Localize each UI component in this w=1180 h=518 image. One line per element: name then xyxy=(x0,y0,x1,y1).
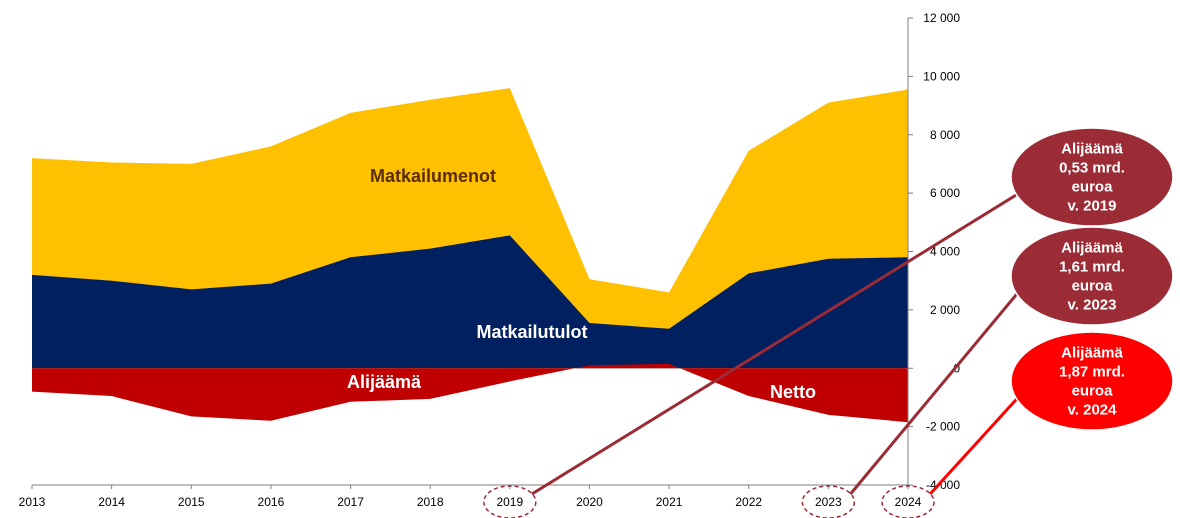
callout-text: v. 2024 xyxy=(1068,402,1118,419)
area-matkailutulot xyxy=(32,235,908,369)
x-tick-label: 2023 xyxy=(815,495,842,509)
callout-text: Alijäämä xyxy=(1061,141,1123,158)
x-tick-label: 2014 xyxy=(98,495,125,509)
callout-text: euroa xyxy=(1072,179,1114,196)
callout-text: v. 2023 xyxy=(1068,297,1117,314)
chart-callouts: Alijäämä 0,53 mrd. euroa v. 2019 Alijäämä 1,6… xyxy=(483,127,1174,518)
x-tick-label: 2022 xyxy=(735,495,762,509)
area-label: Netto xyxy=(770,382,816,402)
y-tick-label: -2 000 xyxy=(926,420,960,434)
y-tick-label: 8 000 xyxy=(930,128,960,142)
year-highlight-ellipse xyxy=(801,485,856,518)
callout-text: 1,61 mrd. xyxy=(1059,259,1125,276)
x-tick-label: 2015 xyxy=(178,495,205,509)
callout-bubble xyxy=(1010,226,1174,326)
callout-bubble xyxy=(1010,331,1174,431)
y-tick-label: 12 000 xyxy=(923,11,960,25)
callout-connector xyxy=(849,292,1019,495)
y-tick-label: 2 000 xyxy=(930,303,960,317)
x-tick-label: 2017 xyxy=(337,495,364,509)
x-tick-label: 2013 xyxy=(19,495,46,509)
y-tick-label: 4 000 xyxy=(930,245,960,259)
callout-text: 1,87 mrd. xyxy=(1059,364,1125,381)
area-label: Matkailumenot xyxy=(370,166,496,186)
callout-text: 0,53 mrd. xyxy=(1059,160,1125,177)
year-highlight-ellipse xyxy=(483,485,537,518)
x-tick-label: 2019 xyxy=(496,495,523,509)
x-tick-label: 2024 xyxy=(895,495,922,509)
callout-text: Alijäämä xyxy=(1061,240,1123,257)
area-label: Alijäämä xyxy=(347,372,422,392)
y-tick-label: 10 000 xyxy=(923,69,960,83)
callout-text: v. 2019 xyxy=(1068,198,1117,215)
callout-text: Alijäämä xyxy=(1061,345,1123,362)
area-label: Matkailutulot xyxy=(477,322,588,342)
x-tick-label: 2020 xyxy=(576,495,603,509)
callout-text: euroa xyxy=(1072,383,1114,400)
callout-connector xyxy=(531,192,1019,496)
year-highlight-ellipse xyxy=(881,485,935,518)
callout-connector xyxy=(928,397,1019,496)
callout-text: euroa xyxy=(1072,278,1114,295)
x-tick-label: 2016 xyxy=(258,495,285,509)
x-tick-label: 2018 xyxy=(417,495,444,509)
x-tick-label: 2021 xyxy=(656,495,683,509)
y-tick-label: 6 000 xyxy=(930,186,960,200)
area-alij-m- xyxy=(32,363,908,423)
chart-area-labels: Matkailumenot Matkailutulot Alijäämä Netto xyxy=(347,166,816,402)
chart-areas xyxy=(32,88,908,423)
callout-bubble xyxy=(1010,127,1174,227)
